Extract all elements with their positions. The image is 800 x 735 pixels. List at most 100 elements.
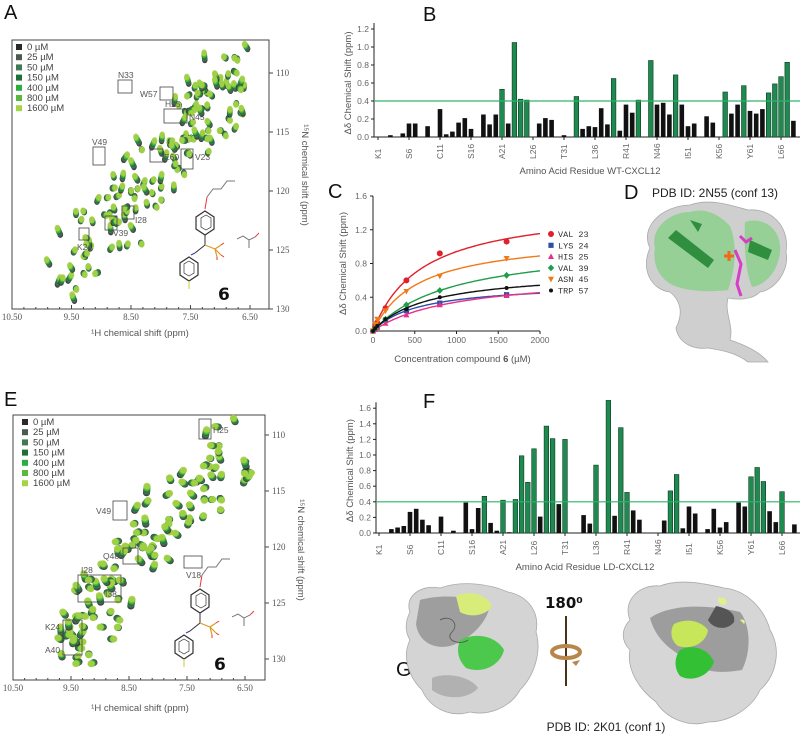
peak-contour <box>204 101 210 109</box>
peak-contour <box>128 187 135 195</box>
bar-residue-50 <box>680 528 686 533</box>
nmr-peak <box>206 454 215 462</box>
peak-contour <box>179 509 187 517</box>
bar-residue-23 <box>511 42 517 138</box>
nmr-peak <box>150 533 162 543</box>
fit-curve-his-25 <box>372 291 541 332</box>
nmr-peak <box>138 543 147 552</box>
peak-contour <box>111 538 119 546</box>
peak-contour <box>165 489 174 497</box>
peak-contour <box>212 463 220 471</box>
peak-contour <box>69 291 75 299</box>
peak-contour <box>229 414 237 422</box>
peak-label: A40 <box>45 645 60 655</box>
nmr-peak <box>201 49 208 64</box>
bar-residue-49 <box>673 474 680 534</box>
nmr-peak <box>225 70 232 80</box>
legend-marker <box>549 288 553 293</box>
nmr-peak <box>225 82 234 94</box>
peak-contour <box>218 496 226 504</box>
x-tick-label: 10.50 <box>2 312 23 322</box>
bar-residue-51 <box>686 506 692 533</box>
bar-residue-3 <box>388 135 393 137</box>
peak-contour <box>221 53 227 61</box>
bar-residue-12 <box>443 134 449 137</box>
peak-box-i28 <box>121 205 135 220</box>
y-tick-label: 0.0 <box>357 132 369 142</box>
peak-contour <box>211 76 218 83</box>
bar-residue-16 <box>468 128 474 137</box>
peak-contour <box>170 152 176 160</box>
peak-contour <box>104 591 112 598</box>
panel-f: F 0.0 0.2 0.4 0.6 0.8 1.0 1.2 1.4 1.6Δδ Chemical… <box>345 391 800 573</box>
peak-contour <box>148 189 155 196</box>
peak-contour <box>216 127 223 134</box>
legend-label: 1600 µM <box>33 478 70 489</box>
bar-residue-38 <box>605 124 610 137</box>
nmr-peak <box>161 523 172 534</box>
x-tick-label: S6 <box>405 544 415 555</box>
x-axis-label: Amino Acid Residue LD-CXCL12 <box>516 562 655 573</box>
peak-contour <box>139 240 145 248</box>
peak-contour <box>74 652 82 660</box>
bar-residue-49 <box>672 74 679 138</box>
bar-residue-20 <box>493 114 499 137</box>
x-tick-label: A21 <box>497 144 507 159</box>
nmr-peak <box>129 519 139 528</box>
peak-box-n33 <box>117 79 133 94</box>
bar-residue-24 <box>518 455 525 534</box>
nmr-peak <box>80 207 88 216</box>
nmr-peak <box>70 246 78 256</box>
peak-contour <box>135 185 141 193</box>
nmr-peak <box>100 575 111 586</box>
peak-label: H25 <box>213 425 229 435</box>
nmr-peak <box>147 544 156 552</box>
peak-box-i28-i38 <box>77 574 122 603</box>
peak-contour <box>191 126 197 134</box>
nmr-peak <box>111 537 123 546</box>
nmr-peak <box>196 104 205 117</box>
bar-residue-25 <box>524 99 530 138</box>
peak-label: K24 <box>77 242 92 252</box>
peak-contour <box>231 80 237 87</box>
peak-contour <box>96 193 102 201</box>
peak-contour <box>158 196 164 204</box>
bar-residue-62 <box>754 467 760 534</box>
x-tick-label: S6 <box>404 148 414 159</box>
nmr-peak <box>231 53 238 62</box>
peak-contour <box>132 172 138 180</box>
nmr-peak <box>191 126 200 140</box>
y-tick-label: 1.2 <box>355 225 367 235</box>
nmr-peak <box>194 89 203 98</box>
nmr-peak <box>206 442 217 450</box>
protein-surface-2n55 <box>646 201 788 363</box>
peak-contour <box>206 90 213 98</box>
bar-residue-67 <box>784 61 790 138</box>
nmr-peak <box>204 117 213 129</box>
data-point <box>437 295 442 300</box>
peak-contour <box>83 240 89 248</box>
legend-swatch <box>22 459 28 466</box>
y-axis-label: Δδ Chemical Shift (ppm) <box>345 419 356 522</box>
y-tick-label: 0.4 <box>355 292 367 302</box>
nmr-peak <box>230 67 240 77</box>
peak-contour <box>56 623 64 631</box>
x-tick-label: Y61 <box>746 540 756 555</box>
nmr-peak <box>77 215 85 225</box>
peak-contour <box>104 212 110 219</box>
legend-label: 800 µM <box>27 93 59 104</box>
x-tick-label: R41 <box>621 143 631 159</box>
x-tick-label: 8.50 <box>123 312 139 322</box>
bar-residue-18 <box>481 114 486 137</box>
x-tick-label: 9.50 <box>64 312 80 322</box>
bar-residue-27 <box>536 123 542 137</box>
x-tick-label: I51 <box>683 147 693 159</box>
nmr-peak <box>141 514 150 528</box>
x-tick-label: N46 <box>652 143 662 159</box>
bar-residue-6 <box>406 123 412 137</box>
bar-residue-68 <box>792 524 797 533</box>
nmr-peak <box>172 499 183 510</box>
y-tick-label: 0.2 <box>359 512 371 522</box>
nmr-peak <box>240 456 250 470</box>
legend-swatch <box>22 439 28 446</box>
